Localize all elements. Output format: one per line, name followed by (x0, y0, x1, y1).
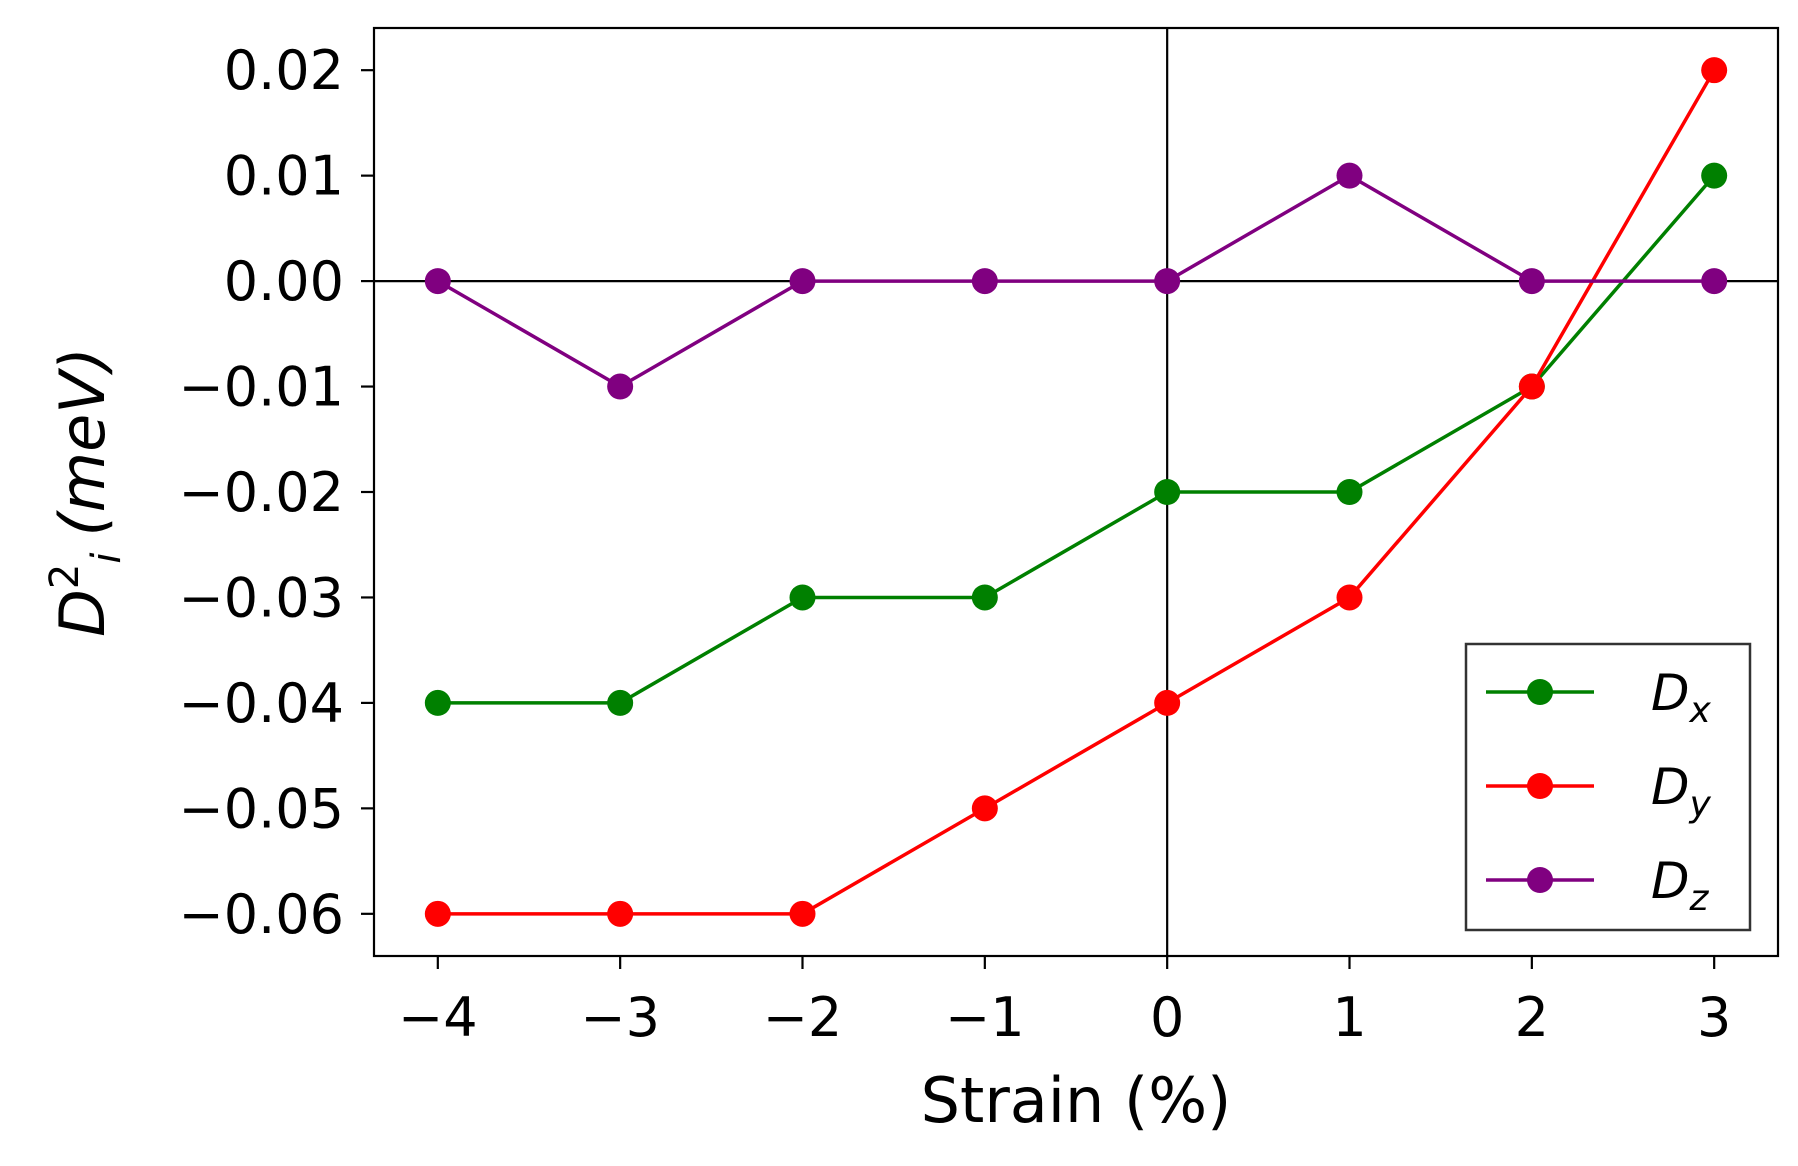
series-line-z (436, 173, 1715, 389)
legend-item-y: Dy (1486, 758, 1712, 825)
data-point-z (424, 268, 451, 295)
data-point-y (1336, 584, 1363, 611)
y-axis-title-base: D (46, 589, 119, 637)
data-point-z (1518, 268, 1545, 295)
data-point-z (607, 373, 634, 400)
x-tick-label: 1 (1332, 986, 1366, 1049)
data-point-y (1154, 689, 1181, 716)
legend-marker-z (1527, 867, 1553, 893)
data-point-x (1154, 479, 1181, 505)
data-point-x (1701, 162, 1728, 189)
series-line-y (437, 69, 1716, 916)
x-axis-title: Strain (%) (921, 1064, 1232, 1137)
data-point-z (1701, 268, 1728, 295)
y-tick-label: −0.05 (179, 777, 344, 840)
data-point-y (971, 795, 998, 822)
x-tick-label: 0 (1150, 986, 1184, 1049)
data-point-z (971, 268, 998, 295)
legend-label-x: Dx (1651, 664, 1712, 731)
data-point-x (789, 584, 816, 611)
y-axis-title: D2i (meV) (42, 347, 130, 637)
y-tick-label: −0.06 (179, 883, 344, 946)
legend-item-z: Dz (1486, 852, 1710, 919)
data-point-y (1701, 57, 1728, 84)
series-layer (424, 57, 1728, 927)
x-tick-label: −1 (945, 986, 1025, 1049)
data-point-z (1154, 268, 1181, 295)
data-point-z (1336, 162, 1363, 189)
legend-label-y: Dy (1651, 758, 1712, 825)
x-tick-label: 2 (1515, 986, 1549, 1049)
x-tick-label: −3 (580, 986, 660, 1049)
data-point-y (1518, 373, 1545, 400)
x-tick-label: 3 (1697, 986, 1731, 1049)
data-point-y (789, 900, 816, 927)
y-tick-label: −0.04 (179, 672, 344, 735)
legend-marker-x (1527, 679, 1553, 705)
legend-marker-y (1527, 773, 1553, 799)
data-point-x (607, 689, 634, 716)
series-y (424, 57, 1728, 927)
data-point-y (607, 900, 634, 927)
x-tick-label: −4 (398, 986, 478, 1049)
y-tick-label: −0.03 (179, 566, 344, 629)
x-tick-label: −2 (763, 986, 843, 1049)
data-point-y (424, 900, 451, 927)
data-point-x (971, 584, 998, 611)
legend-label-base: D (1651, 758, 1690, 816)
legend-label-subscript: z (1689, 878, 1710, 919)
series-z (424, 162, 1728, 400)
series-line-x (437, 174, 1716, 705)
legend-label-subscript: y (1689, 784, 1712, 825)
data-point-x (1336, 479, 1363, 505)
data-point-z (789, 268, 816, 295)
y-tick-label: 0.01 (224, 145, 344, 208)
y-axis-title-unit: (meV) (46, 347, 119, 536)
data-point-x (424, 689, 451, 716)
y-tick-label: −0.01 (179, 356, 344, 419)
legend-label-base: D (1651, 852, 1690, 910)
legend-item-x: Dx (1486, 664, 1712, 731)
legend-label-z: Dz (1651, 852, 1710, 919)
legend-label-base: D (1651, 664, 1690, 722)
legend-label-subscript: x (1689, 690, 1712, 731)
ticks-layer: −4 −3 −2 −1 0 1 2 3 0.02 0.01 0.00 −0.01 −0.02 −0.03 −… (179, 39, 1732, 1049)
y-tick-label: −0.02 (179, 461, 344, 524)
y-tick-label: 0.00 (224, 250, 344, 313)
y-axis-title-superscript: 2 (42, 564, 88, 589)
y-axis-title-subscript: i (84, 553, 130, 564)
y-tick-label: 0.02 (224, 39, 344, 102)
